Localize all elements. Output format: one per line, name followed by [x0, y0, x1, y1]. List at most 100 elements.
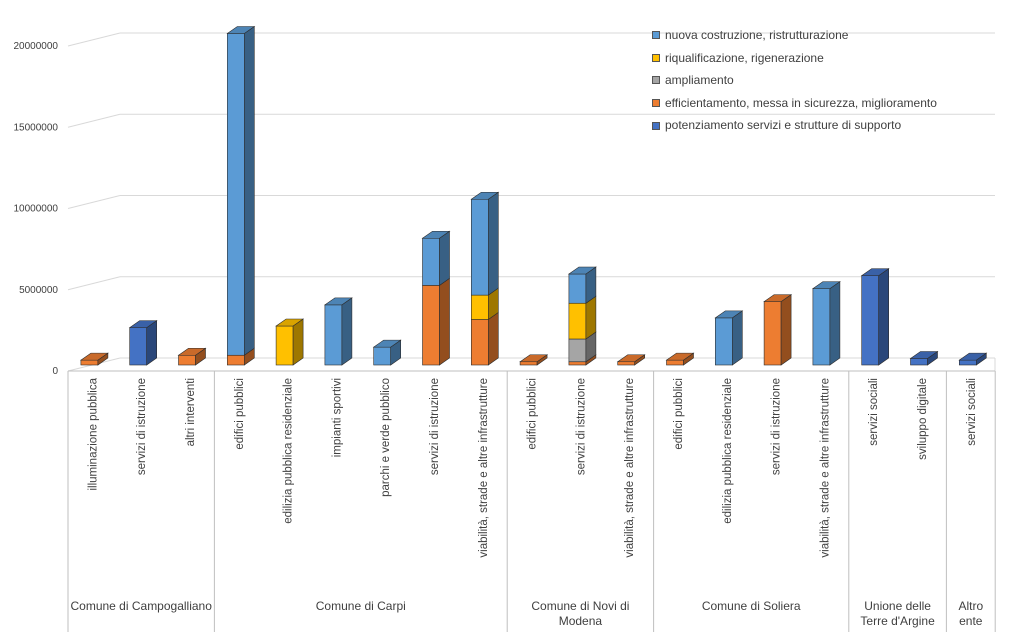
bar-segment-side: [244, 27, 254, 356]
bar-segment-side: [293, 319, 303, 365]
gridline-diagonal: [68, 196, 120, 209]
x-category-label: servizi sociali: [868, 378, 880, 446]
bar-segment-front: [130, 328, 147, 365]
x-category-label: viabilità, strade e altre infrastrutture: [478, 378, 490, 558]
legend-label: riqualificazione, rigenerazione: [665, 47, 824, 70]
group-label-line: Terre d'Argine: [860, 614, 935, 628]
bar-segment-side: [879, 269, 889, 365]
bar-segment-front: [667, 360, 684, 365]
gridline-diagonal: [68, 114, 120, 127]
bar-segment-side: [147, 321, 157, 365]
bar-segment-side: [488, 313, 498, 366]
x-category-label: impianti sportivi: [331, 378, 343, 457]
legend-item-efficientamento: efficientamento, messa in sicurezza, mig…: [652, 92, 937, 115]
legend-item-riqualificazione: riqualificazione, rigenerazione: [652, 47, 937, 70]
x-category-label: servizi di istruzione: [136, 378, 148, 475]
x-category-label: edilizia pubblica residenziale: [722, 378, 734, 524]
bar-segment-front: [813, 289, 830, 365]
group-label: Comune di Soliera: [702, 599, 801, 613]
bar-segment-front: [227, 355, 244, 365]
y-axis: 0 5000000 10000000 15000000 20000000: [14, 41, 59, 377]
x-category-label: sviluppo digitale: [917, 378, 929, 460]
group-label-line: ente: [959, 614, 983, 628]
group-label-line: Modena: [559, 614, 603, 628]
y-tick-label: 5000000: [19, 285, 58, 296]
bar-segment-front: [325, 305, 342, 365]
legend-swatch: [652, 54, 660, 62]
bar-segment-front: [569, 339, 586, 362]
bar-segment-front: [959, 360, 976, 365]
x-category-label: servizi di istruzione: [771, 378, 783, 475]
bar-segment-front: [520, 362, 537, 365]
bar-segment-side: [781, 295, 791, 365]
group-label: Comune di Novi di Modena: [531, 599, 629, 628]
gridline-diagonal: [68, 33, 120, 46]
legend-item-nuova-costruzione: nuova costruzione, ristrutturazione: [652, 24, 937, 47]
x-category-label: parchi e verde pubblico: [380, 378, 392, 497]
bar-segment-front: [374, 347, 391, 365]
bar-segment-front: [764, 302, 781, 365]
x-category-label: illuminazione pubblica: [87, 377, 99, 490]
bar-segment-front: [471, 199, 488, 295]
legend-label: potenziamento servizi e strutture di sup…: [665, 114, 901, 137]
group-label: Unione delle Terre d'Argine: [860, 599, 935, 628]
bar-segment-front: [471, 320, 488, 366]
x-category-label: edifici pubblici: [234, 378, 246, 450]
bar-segment-front: [911, 359, 928, 366]
bar-segment-front: [276, 326, 293, 365]
bar-segment-side: [732, 311, 742, 365]
x-category-label: edifici pubblici: [673, 378, 685, 450]
legend-item-ampliamento: ampliamento: [652, 69, 937, 92]
legend-label: ampliamento: [665, 69, 734, 92]
y-tick-label: 10000000: [14, 204, 59, 215]
bar-segment-side: [488, 192, 498, 295]
x-category-label: edifici pubblici: [527, 378, 539, 450]
bar-segment-front: [227, 34, 244, 356]
bar-segment-front: [81, 360, 98, 365]
y-tick-label: 20000000: [14, 41, 59, 52]
group-label: Comune di Campogalliano: [70, 599, 212, 613]
bar-segment-front: [423, 238, 440, 285]
bar-segment-side: [440, 231, 450, 285]
bar-segment-front: [471, 295, 488, 319]
group-label: Altro ente: [958, 599, 983, 628]
legend-label: nuova costruzione, ristrutturazione: [665, 24, 848, 47]
x-category-label: viabilità, strade e altre infrastrutture: [624, 378, 636, 558]
bar-segment-front: [618, 362, 635, 365]
group-label-line: Unione delle: [864, 599, 931, 613]
group-label-line: Comune di Carpi: [316, 599, 406, 613]
y-tick-label: 15000000: [14, 122, 59, 133]
legend-swatch: [652, 99, 660, 107]
bar-segment-side: [440, 278, 450, 365]
legend-label: efficientamento, messa in sicurezza, mig…: [665, 92, 937, 115]
x-category-label: servizi di istruzione: [575, 378, 587, 475]
x-category-label: servizi sociali: [966, 378, 978, 446]
bar-segment-front: [423, 285, 440, 365]
y-tick-label: 0: [52, 366, 58, 377]
x-category-label: viabilità, strade e altre infrastrutture: [819, 378, 831, 558]
gridline-diagonal: [68, 277, 120, 290]
legend-item-potenziamento: potenziamento servizi e strutture di sup…: [652, 114, 937, 137]
group-label-line: Comune di Campogalliano: [70, 599, 212, 613]
legend: nuova costruzione, ristrutturazione riqu…: [652, 24, 937, 137]
bar-segment-front: [569, 303, 586, 339]
legend-swatch: [652, 122, 660, 130]
legend-swatch: [652, 76, 660, 84]
x-category-label: altri interventi: [185, 378, 197, 446]
group-label-line: Altro: [958, 599, 983, 613]
bar-segment-side: [342, 298, 352, 365]
group-label-line: Comune di Soliera: [702, 599, 801, 613]
bar-segment-front: [179, 355, 196, 365]
bar-segment-side: [586, 296, 596, 339]
bar-segment-front: [569, 362, 586, 365]
bar-segment-front: [715, 318, 732, 365]
group-label: Comune di Carpi: [316, 599, 406, 613]
x-axis: illuminazione pubblica servizi di istruzi…: [68, 371, 995, 632]
legend-swatch: [652, 31, 660, 39]
bar-segment-side: [830, 282, 840, 365]
x-category-label: edilizia pubblica residenziale: [283, 378, 295, 524]
bar-segment-front: [862, 276, 879, 365]
bar-segment-front: [569, 274, 586, 303]
x-category-label: servizi di istruzione: [429, 378, 441, 475]
group-label-line: Comune di Novi di: [531, 599, 629, 613]
